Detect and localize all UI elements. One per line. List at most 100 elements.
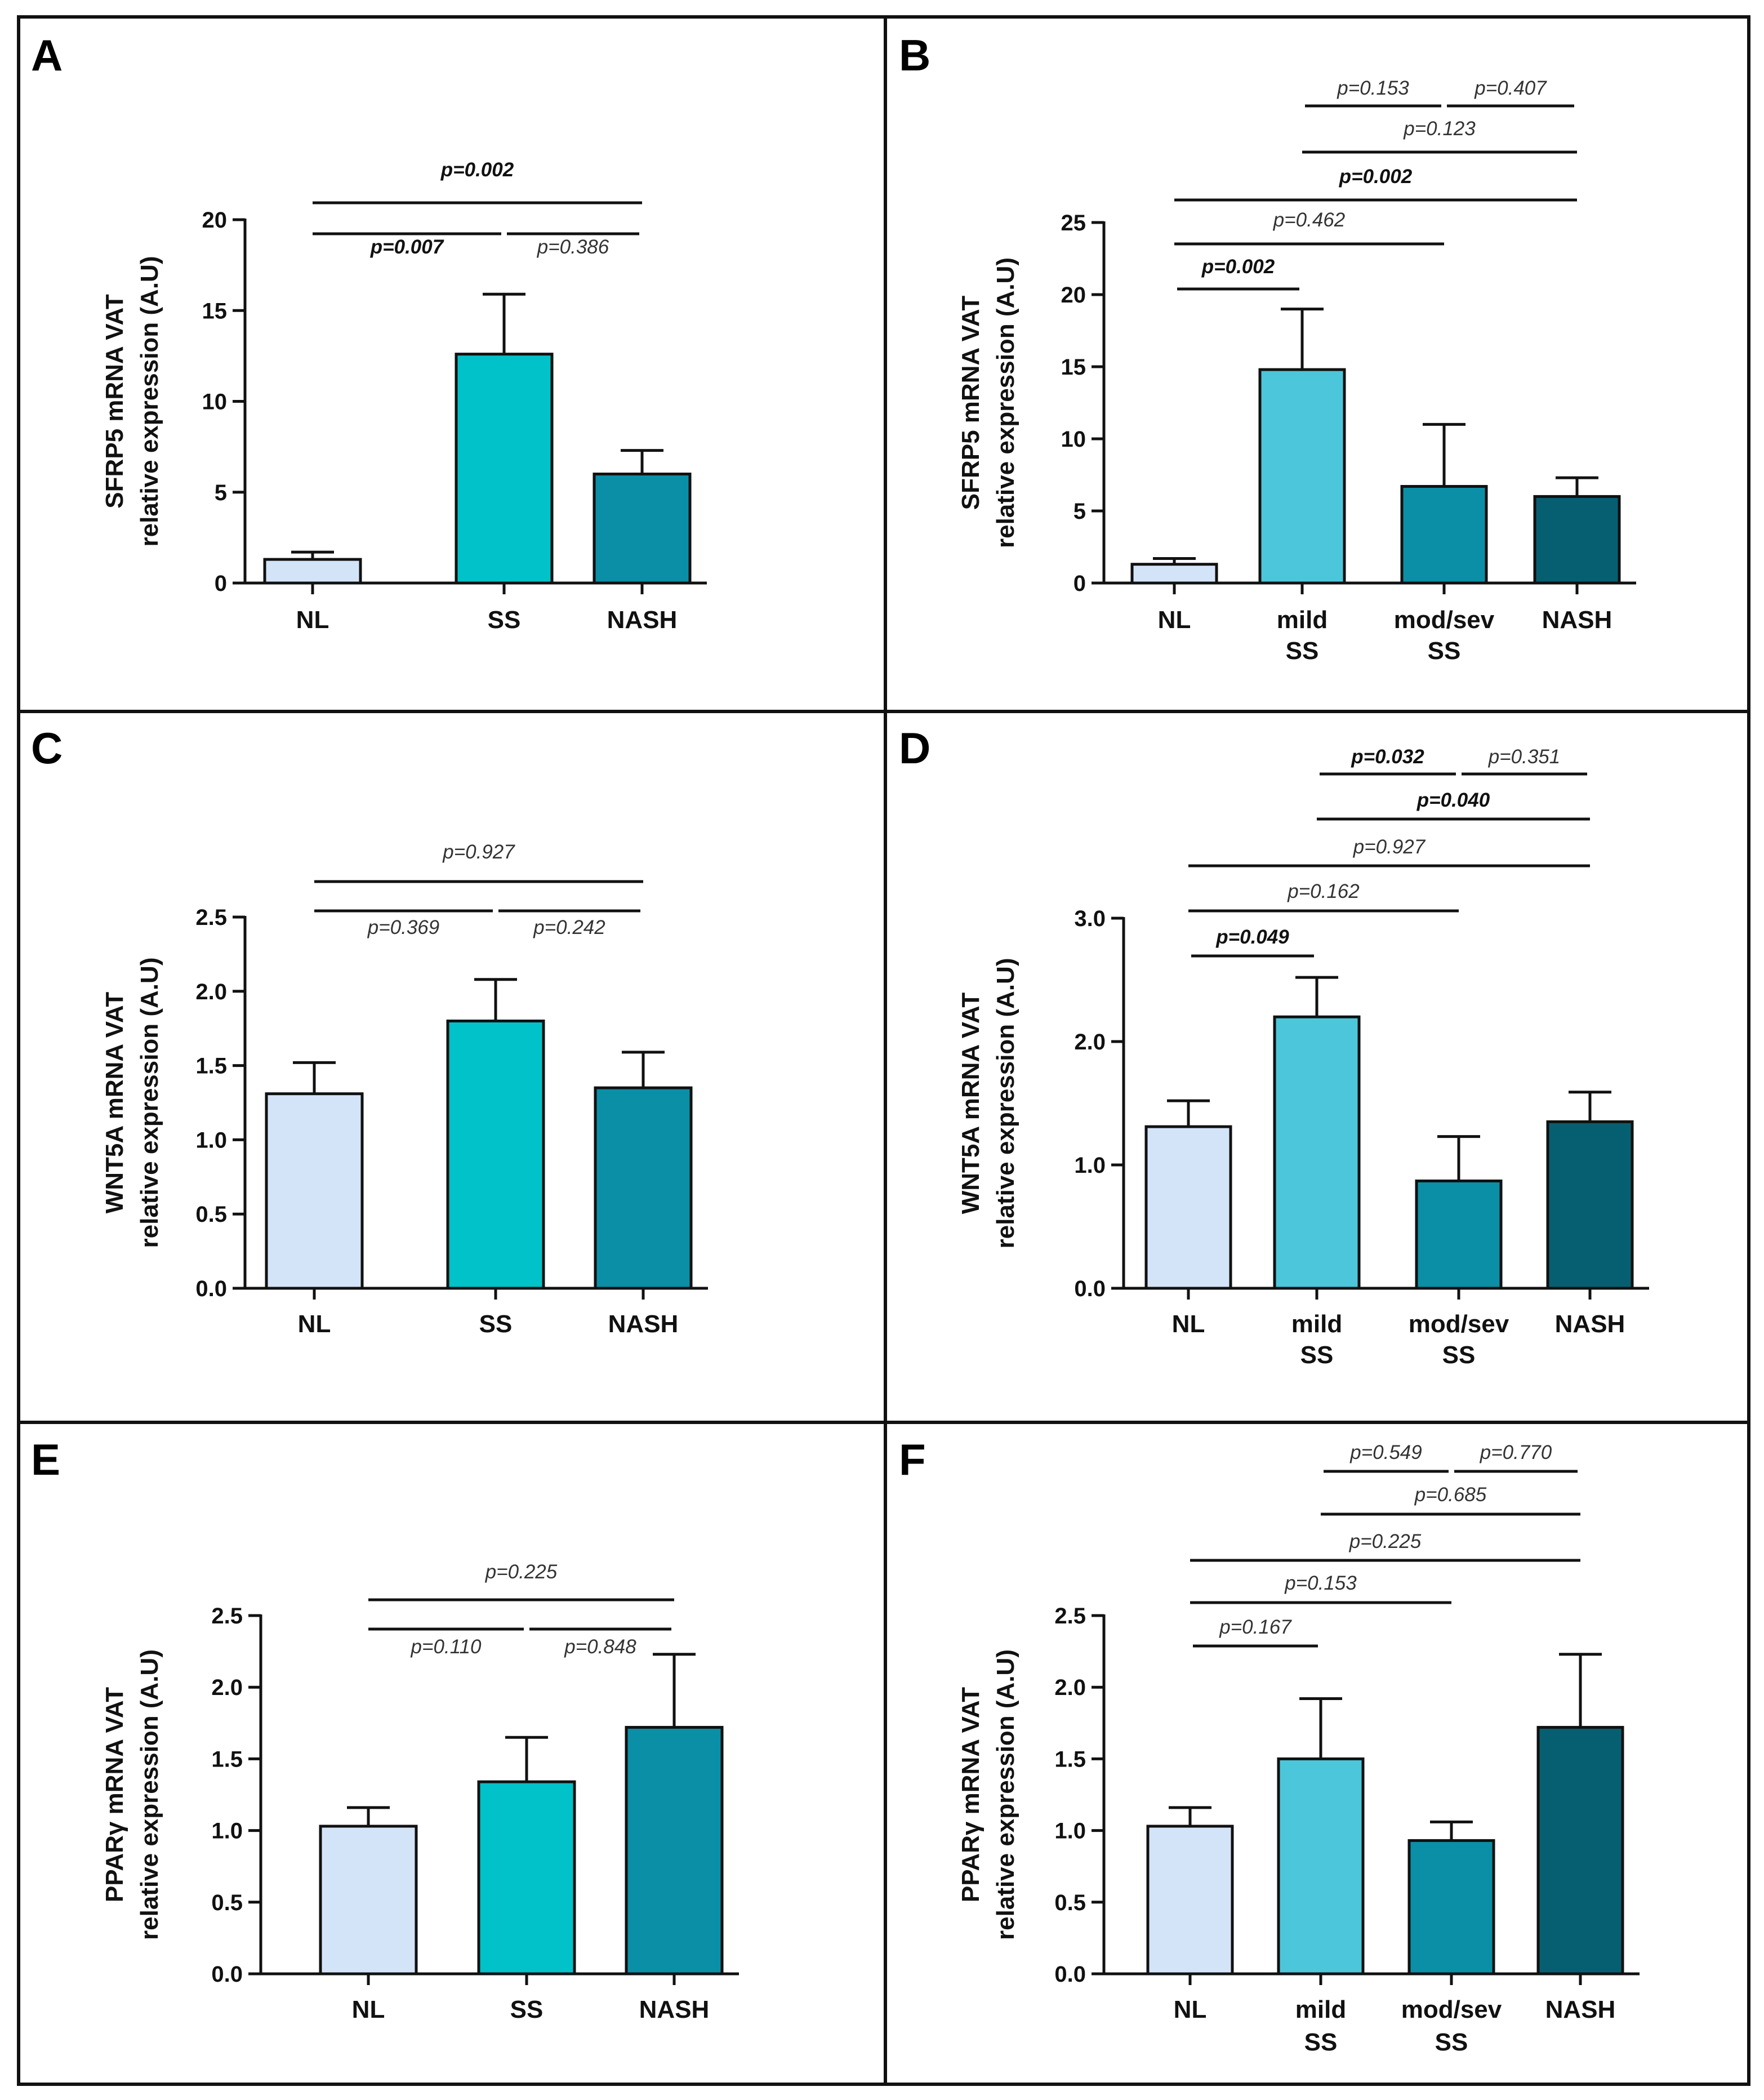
y-tick-label: 2.5 (211, 1604, 243, 1629)
bar (1546, 1120, 1634, 1290)
y-tick-label: 0.0 (195, 1276, 227, 1301)
p-value-label: p=0.927 (442, 841, 515, 863)
y-axis-title-line1: PPARγ mRNA VAT (957, 1687, 985, 1902)
panel-letter: B (899, 30, 930, 80)
y-tick-label: 10 (202, 390, 228, 415)
y-tick-label: 0.5 (1054, 1890, 1086, 1915)
bar-group (263, 550, 362, 585)
x-category-label: NL (296, 606, 329, 634)
x-category-label: SS (510, 1996, 544, 2023)
bar (625, 1725, 724, 1976)
bar (1533, 495, 1621, 585)
bar-group (455, 292, 554, 585)
x-category-label: mild SS (1295, 1996, 1346, 2056)
x-category-label-line: SS (1435, 2028, 1468, 2056)
bar (265, 1092, 364, 1290)
y-tick-label: 1.0 (195, 1128, 227, 1153)
p-value-label: p=0.225 (1349, 1530, 1422, 1552)
x-category-label: NL (1158, 606, 1191, 634)
y-tick-label: 15 (202, 299, 228, 323)
x-category-label: mod/sev SS (1409, 1310, 1509, 1369)
p-value-label: p=0.407 (1474, 77, 1547, 99)
bar (1407, 1839, 1495, 1976)
bar-group (477, 1736, 576, 1976)
bar-group (1533, 476, 1621, 585)
p-value-label: p=0.848 (564, 1636, 636, 1658)
x-category-label: NASH (1542, 606, 1612, 634)
y-tick-label: 0.0 (1054, 1962, 1086, 1987)
bar (593, 473, 692, 585)
p-value-label: p=0.162 (1287, 880, 1360, 902)
p-value-label: p=0.110 (411, 1636, 482, 1658)
bar-group (1277, 1697, 1365, 1976)
y-tick-label: 0.5 (195, 1202, 227, 1227)
y-axis-title-line1: WNT5A mRNA VAT (101, 992, 128, 1214)
x-category-label: SS (479, 1310, 513, 1338)
y-axis-title-line2: relative expression (A.U) (136, 1649, 163, 1940)
x-category-label: SS (488, 606, 521, 634)
p-value-label: p=0.770 (1480, 1441, 1552, 1463)
bar (1277, 1757, 1365, 1976)
bar-group (1536, 1653, 1624, 1976)
panel-c: C WNT5A mRNA VAT relative expression (A.U)… (31, 723, 708, 1338)
panel-a: A SFRP5 mRNA VAT relative expression (A.U)… (31, 30, 707, 634)
y-tick-label: 2.5 (195, 905, 227, 930)
x-category-label-line: SS (1442, 1341, 1476, 1369)
p-value-label: p=0.386 (537, 236, 609, 258)
p-value-label: p=0.040 (1416, 789, 1490, 811)
x-category-label: mild SS (1277, 606, 1328, 665)
p-value-label: p=0.002 (1339, 166, 1413, 188)
y-tick-label: 0 (1073, 571, 1086, 596)
y-tick-label: 1.0 (211, 1819, 243, 1844)
x-category-label: NL (1174, 1996, 1207, 2023)
x-category-label-line: SS (1300, 1341, 1334, 1369)
p-value-label: p=0.123 (1403, 118, 1476, 140)
bar-group (1258, 308, 1346, 585)
x-category-label: mild SS (1291, 1310, 1342, 1369)
x-category-label: NL (298, 1310, 331, 1338)
y-tick-label: 1.5 (211, 1747, 243, 1772)
p-value-label: p=0.002 (1201, 256, 1275, 278)
y-tick-label: 20 (1061, 283, 1086, 308)
bar (477, 1780, 576, 1976)
bar (1258, 368, 1346, 585)
y-tick-label: 0.0 (1074, 1276, 1106, 1301)
panel-f: F PPARγ mRNA VAT relative expression (A.U)… (899, 1435, 1640, 2056)
y-tick-label: 25 (1061, 211, 1086, 235)
p-value-label: p=0.002 (440, 159, 514, 181)
bar-group (265, 1061, 364, 1290)
bar-group (1407, 1820, 1495, 1976)
panel-e: E PPARγ mRNA VAT relative expression (A.U)… (31, 1435, 739, 2023)
x-category-label: mod/sev SS (1401, 1996, 1502, 2056)
bar (1144, 1125, 1232, 1290)
x-category-label: NASH (1555, 1310, 1625, 1338)
panels: A SFRP5 mRNA VAT relative expression (A.U)… (31, 30, 1649, 2056)
y-tick-label: 3.0 (1074, 906, 1106, 931)
y-tick-label: 5 (215, 480, 227, 505)
p-value-label: p=0.007 (370, 236, 444, 258)
panel-letter: D (899, 723, 930, 773)
x-category-label-line: SS (1286, 637, 1319, 665)
y-tick-label: 1.0 (1074, 1153, 1106, 1178)
bar (1130, 563, 1218, 585)
bar-group (1146, 1806, 1234, 1976)
panel-b: B SFRP5 mRNA VAT relative expression (A.U)… (899, 30, 1636, 665)
bar (263, 558, 362, 585)
panel-d: D WNT5A mRNA VAT relative expression (A.U)… (899, 723, 1649, 1369)
y-tick-label: 5 (1073, 499, 1086, 524)
x-category-label-line: mod/sev (1401, 1996, 1502, 2023)
bar (1415, 1179, 1503, 1290)
y-tick-label: 0.5 (211, 1890, 243, 1915)
y-tick-label: 1.0 (1054, 1819, 1086, 1844)
p-value-label: p=0.153 (1337, 77, 1409, 99)
p-value-label: p=0.032 (1351, 746, 1424, 768)
bar (1146, 1825, 1234, 1976)
y-tick-label: 0.0 (211, 1962, 243, 1987)
p-value-label: p=0.167 (1219, 1616, 1292, 1638)
bar (1536, 1725, 1624, 1976)
y-axis-title-line2: relative expression (A.U) (992, 958, 1019, 1249)
x-category-label: NASH (1545, 1996, 1616, 2023)
y-tick-label: 10 (1061, 427, 1086, 452)
